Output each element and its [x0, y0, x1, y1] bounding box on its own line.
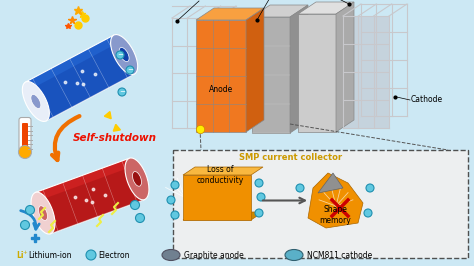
Text: Electron: Electron [98, 251, 129, 260]
Polygon shape [183, 175, 251, 220]
Ellipse shape [296, 184, 304, 192]
Polygon shape [30, 43, 135, 121]
Ellipse shape [133, 172, 141, 186]
Text: Lithium-ion: Lithium-ion [28, 251, 72, 260]
Text: Loss of
conductivity: Loss of conductivity [196, 165, 244, 185]
Ellipse shape [171, 181, 179, 189]
Ellipse shape [285, 250, 303, 260]
Ellipse shape [31, 94, 41, 109]
Polygon shape [252, 17, 290, 133]
FancyBboxPatch shape [19, 118, 31, 151]
FancyBboxPatch shape [173, 150, 468, 258]
Ellipse shape [116, 51, 124, 59]
Ellipse shape [130, 201, 139, 210]
Polygon shape [298, 14, 336, 132]
Ellipse shape [162, 250, 180, 260]
Polygon shape [36, 158, 145, 234]
Ellipse shape [119, 48, 129, 61]
Polygon shape [196, 8, 264, 20]
Text: Li: Li [16, 251, 24, 260]
Polygon shape [318, 173, 343, 193]
Polygon shape [298, 2, 354, 14]
Text: Shape
memory: Shape memory [319, 205, 351, 225]
Polygon shape [336, 2, 354, 132]
Ellipse shape [136, 214, 145, 222]
Polygon shape [246, 8, 264, 132]
Ellipse shape [31, 192, 55, 234]
Polygon shape [183, 212, 263, 220]
Ellipse shape [22, 81, 49, 122]
Polygon shape [252, 5, 308, 17]
Ellipse shape [26, 206, 35, 214]
Ellipse shape [257, 193, 265, 201]
Text: NCM811 cathode: NCM811 cathode [307, 251, 372, 260]
FancyBboxPatch shape [22, 123, 28, 149]
Text: Graphite anode: Graphite anode [184, 251, 244, 260]
Text: −: − [127, 67, 133, 73]
Polygon shape [196, 20, 246, 132]
Text: Cathode: Cathode [411, 95, 443, 105]
Polygon shape [26, 35, 135, 121]
Text: −: − [117, 52, 123, 58]
Ellipse shape [255, 179, 263, 187]
Ellipse shape [110, 35, 137, 74]
Polygon shape [290, 5, 308, 133]
Ellipse shape [366, 184, 374, 192]
Ellipse shape [364, 209, 372, 217]
Ellipse shape [171, 211, 179, 219]
Ellipse shape [20, 221, 29, 230]
Polygon shape [183, 167, 263, 175]
Ellipse shape [86, 250, 96, 260]
Text: −: − [119, 89, 125, 95]
Ellipse shape [125, 158, 149, 200]
Polygon shape [38, 167, 145, 234]
Ellipse shape [255, 209, 263, 217]
Ellipse shape [167, 196, 175, 204]
Text: SMP current collector: SMP current collector [239, 152, 342, 161]
Polygon shape [343, 16, 389, 128]
Ellipse shape [118, 88, 126, 96]
Polygon shape [308, 173, 363, 228]
Ellipse shape [126, 66, 134, 74]
Ellipse shape [18, 146, 31, 159]
Ellipse shape [38, 206, 47, 221]
Text: Anode: Anode [209, 85, 233, 94]
Text: +: + [22, 251, 27, 256]
Text: Self-shutdown: Self-shutdown [73, 133, 157, 143]
